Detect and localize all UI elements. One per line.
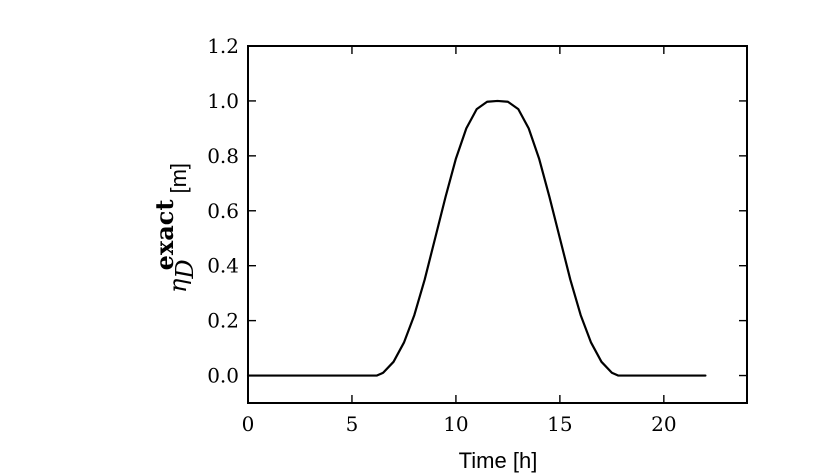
- y-tick-label: 1.0: [207, 89, 239, 113]
- y-axis-ticks: 0.0 0.2 0.4 0.6 0.8 1.0 1.2: [207, 34, 747, 388]
- y-tick-label: 0.8: [207, 144, 239, 168]
- y-tick-label: 0.6: [207, 199, 239, 223]
- y-axis-label-subscript: D: [171, 259, 199, 279]
- y-axis-label: ηDexact [m]: [150, 163, 199, 293]
- y-axis-label-superscript: exact: [150, 200, 179, 271]
- x-tick-label: 5: [346, 412, 359, 436]
- svg-text:ηDexact[m]: ηDexact [m]: [150, 163, 199, 293]
- y-tick-label: 0.2: [207, 309, 239, 333]
- y-tick-label: 0.4: [207, 254, 239, 278]
- x-axis-label: Time [h]: [459, 448, 538, 473]
- x-tick-label: 0: [242, 412, 255, 436]
- y-tick-label: 0.0: [207, 364, 239, 388]
- y-axis-label-unit: [m]: [166, 163, 191, 194]
- y-tick-label: 1.2: [207, 34, 239, 58]
- series-line-0: [246, 99, 707, 377]
- plot-area: [246, 45, 748, 404]
- y-axis-label-symbol: η: [164, 278, 192, 293]
- plot-frame: [247, 45, 748, 404]
- x-tick-label: 10: [443, 412, 468, 436]
- x-axis-ticks: 0 5 10 15 20: [242, 46, 677, 436]
- x-tick-label: 20: [651, 412, 676, 436]
- x-tick-label: 15: [547, 412, 572, 436]
